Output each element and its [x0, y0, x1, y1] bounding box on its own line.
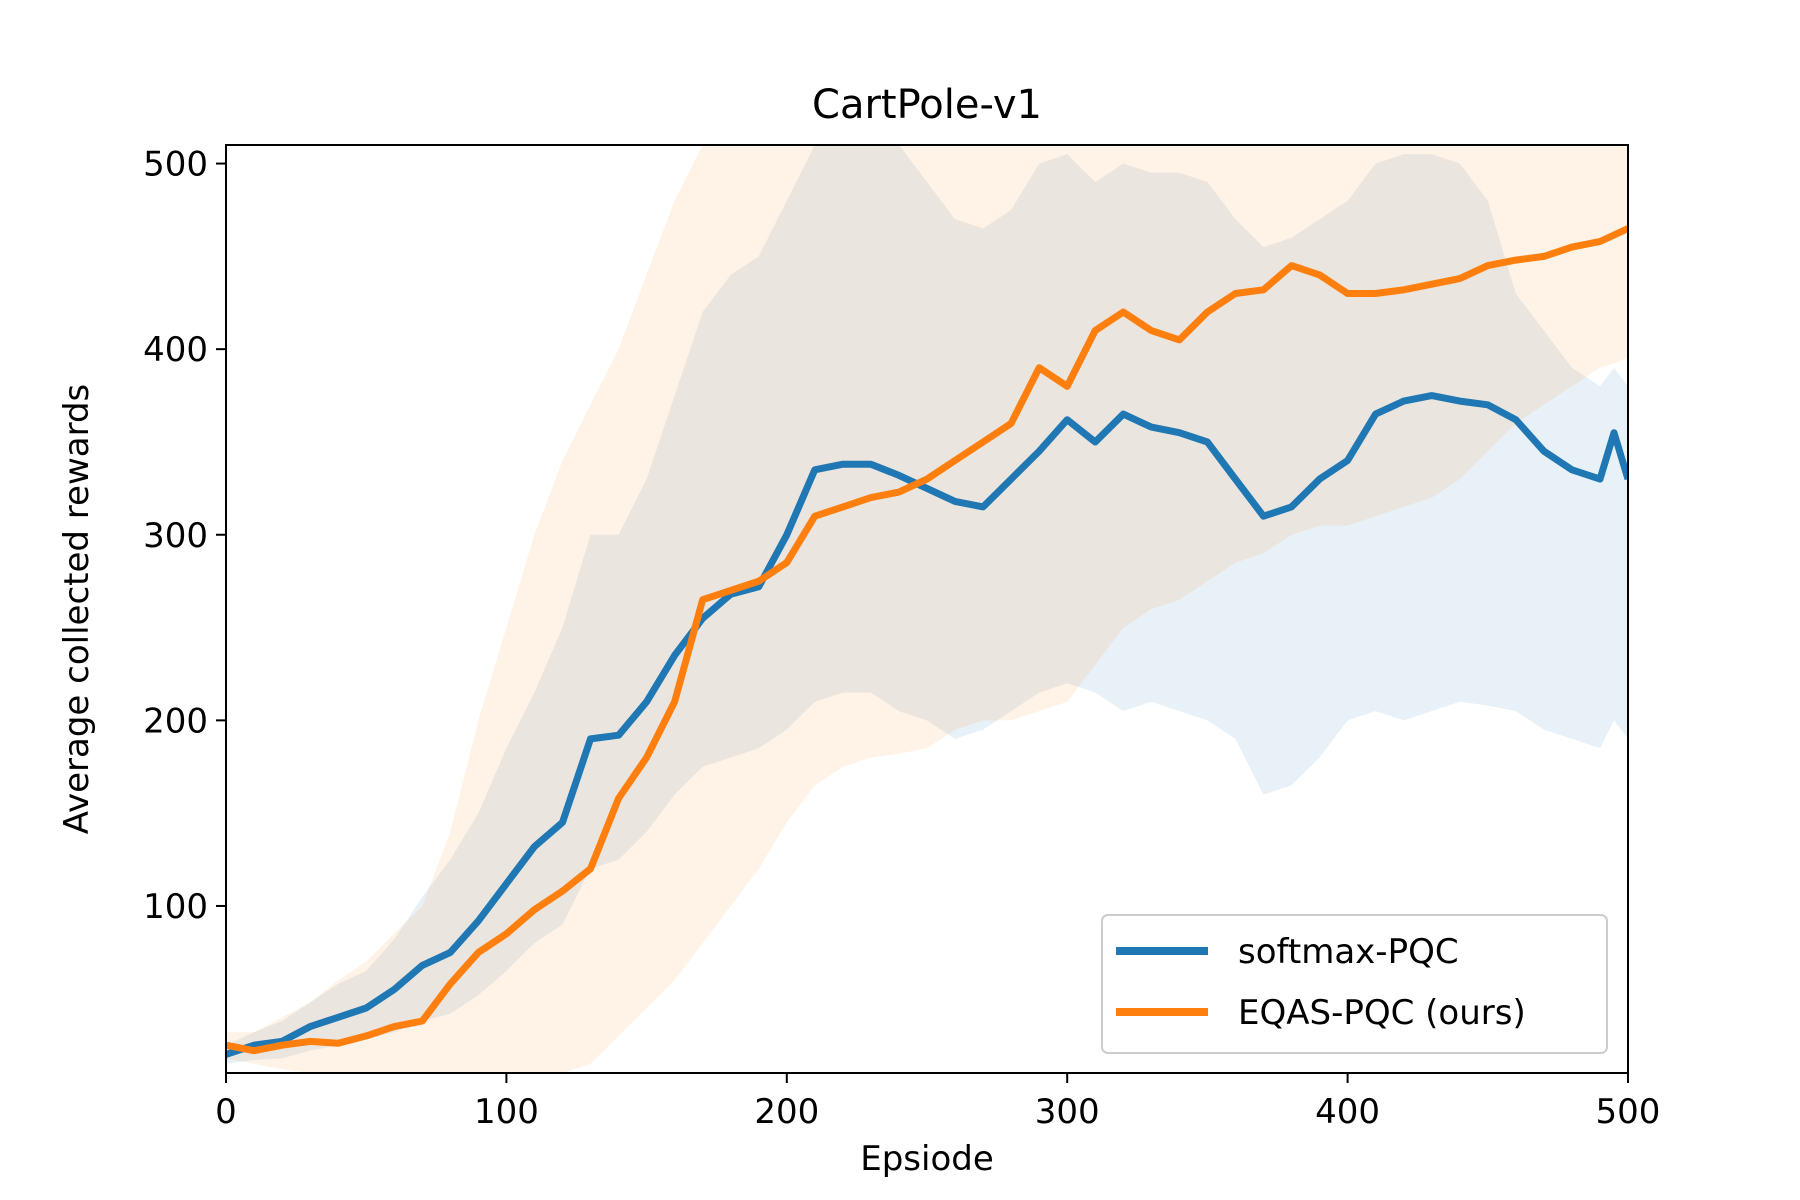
x-tick-label: 300	[1035, 1092, 1100, 1132]
x-tick-label: 500	[1596, 1092, 1661, 1132]
y-tick-label: 300	[143, 516, 208, 556]
y-tick-label: 200	[143, 701, 208, 741]
x-axis-ticks: 0 100 200 300 400 500	[215, 1073, 1660, 1132]
x-tick-label: 200	[754, 1092, 819, 1132]
y-tick-label: 100	[143, 887, 208, 927]
chart-title: CartPole-v1	[812, 82, 1042, 128]
y-tick-label: 400	[143, 330, 208, 370]
legend: softmax-PQC EQAS-PQC (ours)	[1102, 915, 1607, 1053]
y-axis-label: Average collected rewards	[57, 384, 97, 835]
y-axis-ticks: 100 200 300 400 500	[143, 145, 226, 927]
x-tick-label: 100	[474, 1092, 539, 1132]
y-tick-label: 500	[143, 145, 208, 185]
legend-label-softmax-pqc: softmax-PQC	[1238, 932, 1459, 972]
x-tick-label: 400	[1315, 1092, 1380, 1132]
chart-canvas: 0 100 200 300 400 500 100 200 300 400 500 CartPol…	[0, 0, 1800, 1200]
legend-label-eqas-pqc: EQAS-PQC (ours)	[1238, 993, 1526, 1033]
x-tick-label: 0	[215, 1092, 237, 1132]
x-axis-label: Epsiode	[860, 1139, 994, 1179]
